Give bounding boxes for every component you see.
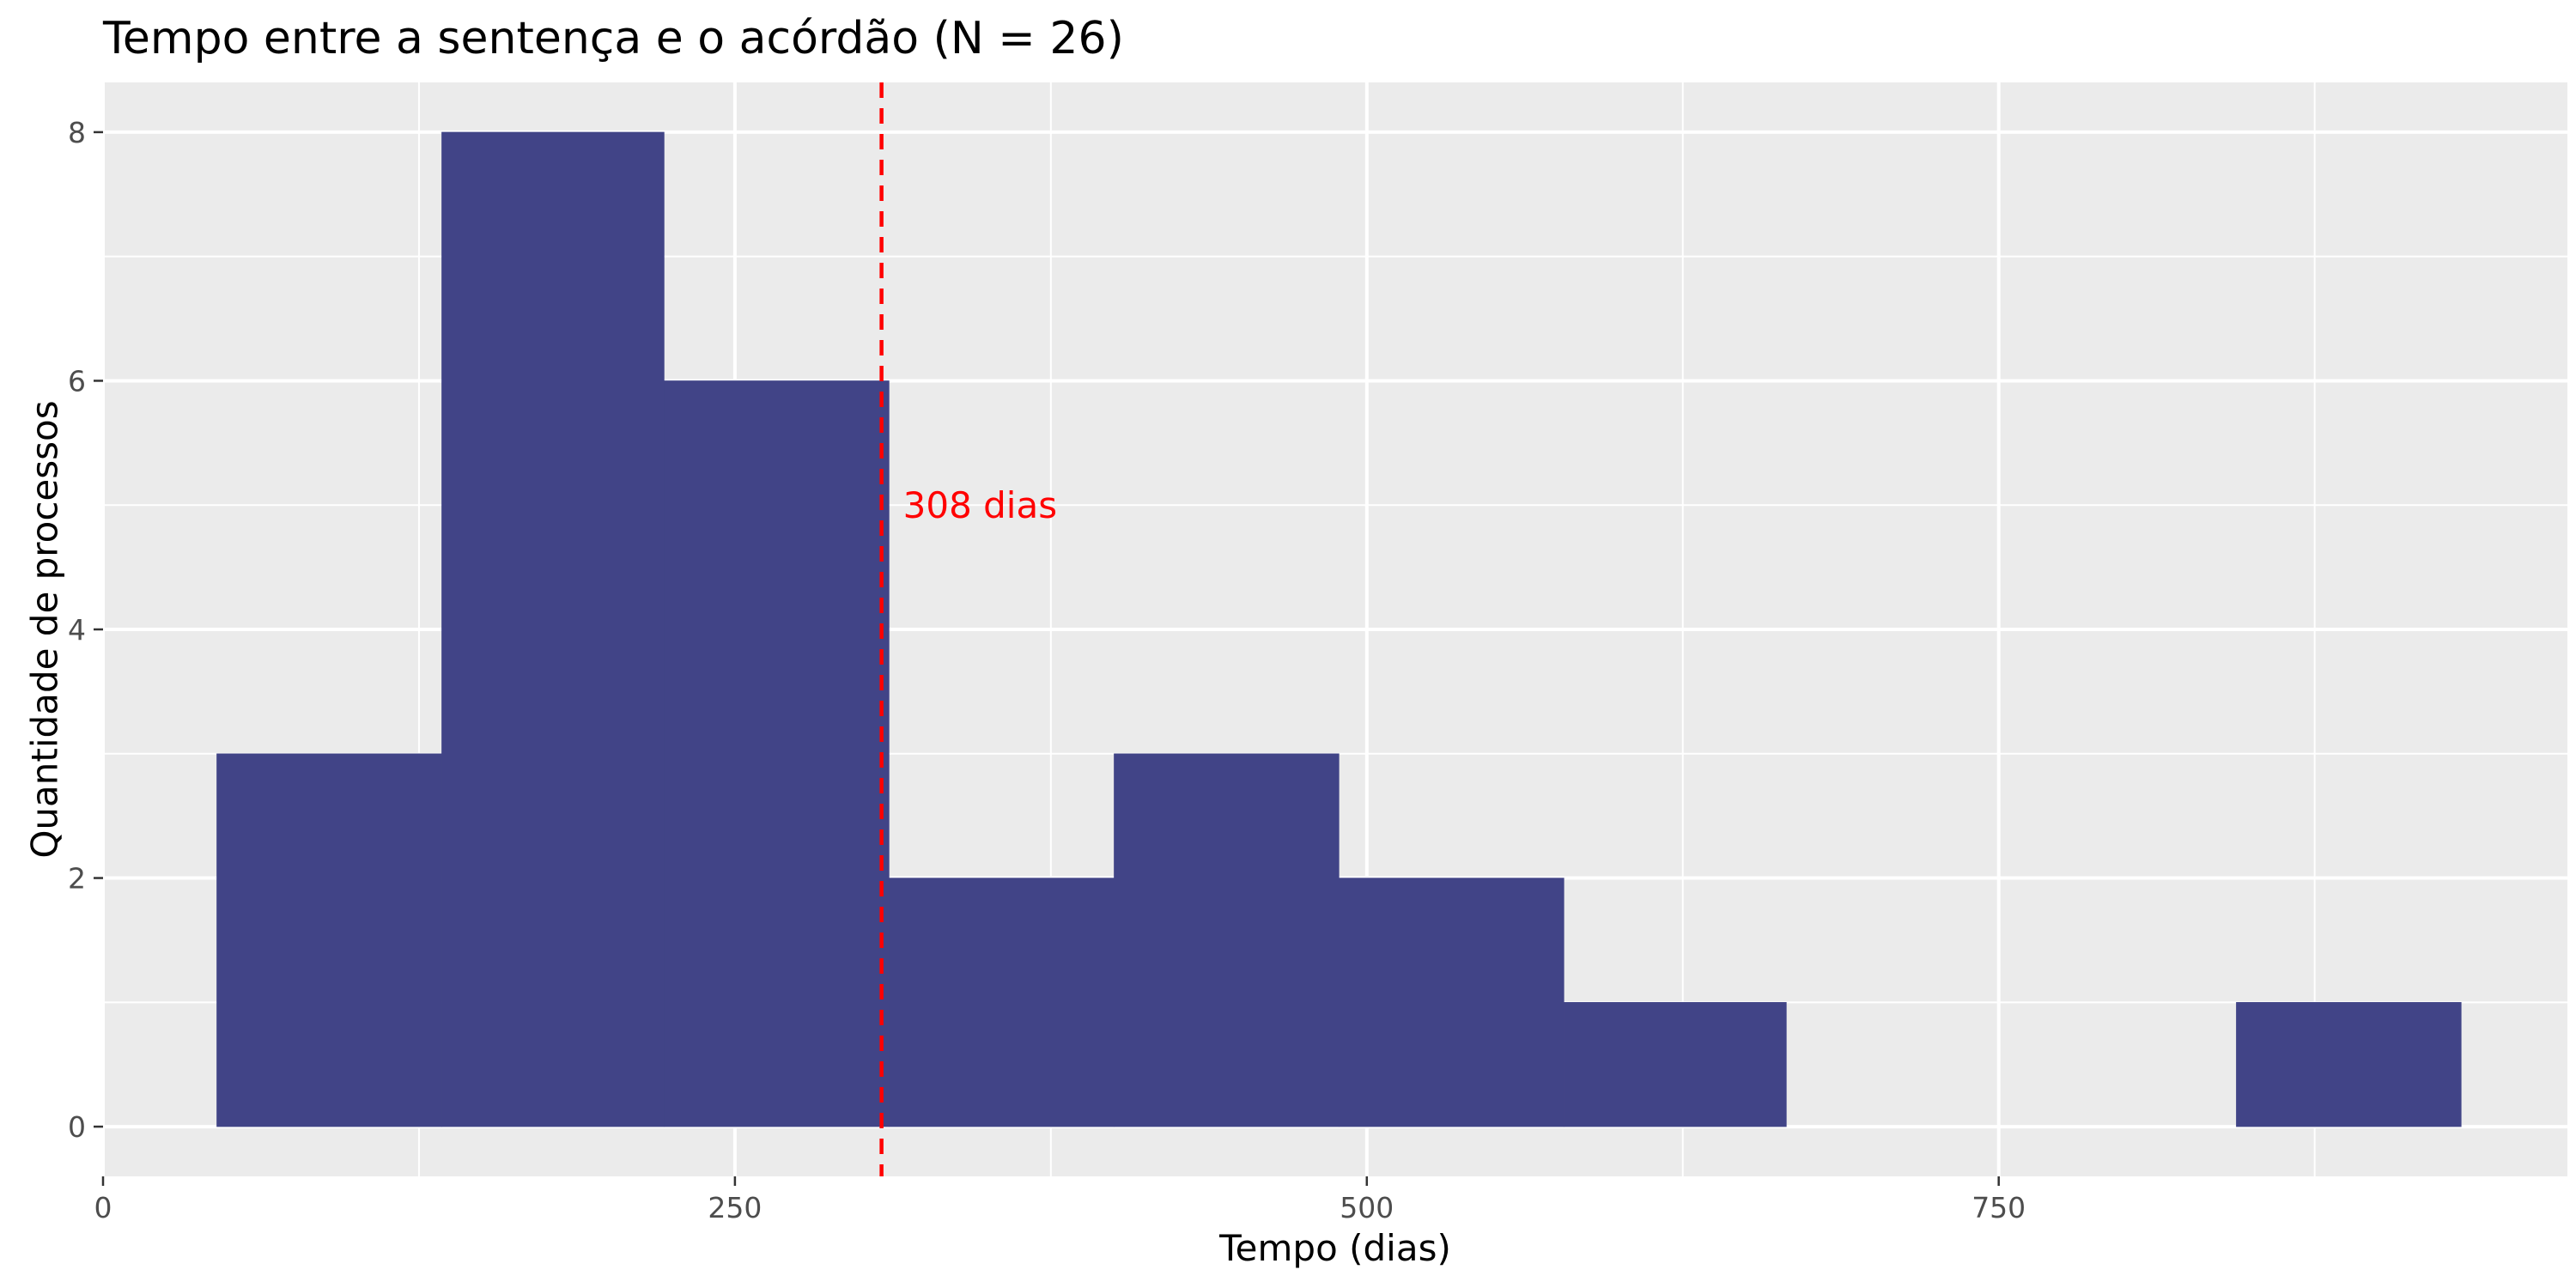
y-tick-label: 0 bbox=[68, 1110, 86, 1144]
y-axis-title: Quantidade de processos bbox=[24, 400, 66, 858]
histogram-bar bbox=[1114, 753, 1340, 1127]
y-axis-ticks: 0 2 4 6 8 bbox=[68, 116, 103, 1144]
histogram-bar bbox=[889, 878, 1115, 1127]
chart-title: Tempo entre a sentença e o acórdão (N = … bbox=[102, 13, 1124, 64]
x-tick-label: 500 bbox=[1340, 1191, 1394, 1224]
y-tick-label: 8 bbox=[68, 116, 86, 149]
histogram-bar bbox=[1339, 878, 1564, 1127]
histogram-bar bbox=[441, 131, 665, 1127]
histogram-bar bbox=[664, 380, 890, 1127]
x-tick-label: 750 bbox=[1971, 1191, 2026, 1224]
y-tick-label: 6 bbox=[68, 364, 86, 398]
y-tick-label: 2 bbox=[68, 862, 86, 896]
x-axis-title: Tempo (dias) bbox=[1218, 1227, 1451, 1269]
x-tick-label: 0 bbox=[94, 1191, 112, 1224]
y-tick-label: 4 bbox=[68, 613, 86, 647]
reference-line-label: 308 dias bbox=[903, 484, 1057, 526]
histogram-bar bbox=[1564, 1002, 1787, 1127]
histogram-bar bbox=[216, 753, 442, 1127]
x-tick-label: 250 bbox=[708, 1191, 762, 1224]
histogram-bar bbox=[2236, 1002, 2462, 1127]
histogram-bars bbox=[216, 131, 2462, 1127]
reference-line-group: 308 dias bbox=[879, 82, 1057, 1176]
x-axis-ticks: 0 250 500 750 bbox=[94, 1176, 2026, 1224]
